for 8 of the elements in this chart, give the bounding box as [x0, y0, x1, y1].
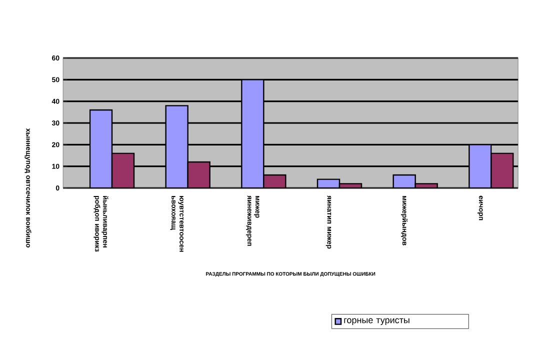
legend-label: горные туристы	[344, 318, 410, 326]
bar	[165, 105, 188, 188]
bar	[187, 161, 210, 188]
bar	[468, 144, 492, 188]
bar	[241, 79, 264, 188]
bar	[490, 152, 514, 188]
bar	[89, 109, 113, 188]
bar	[111, 152, 135, 188]
